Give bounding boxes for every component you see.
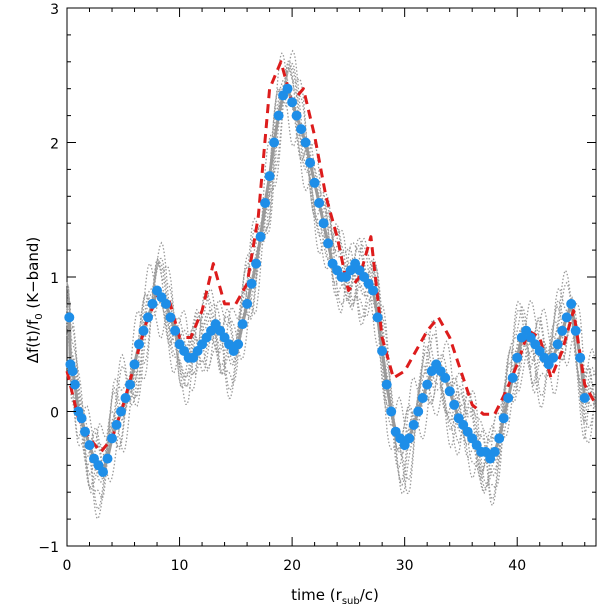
ensemble-line-0: [66, 88, 596, 480]
observation-point: [287, 97, 298, 108]
observation-point: [422, 379, 433, 390]
plot-frame: [66, 7, 597, 547]
observation-point: [237, 319, 248, 330]
observation-point: [372, 312, 383, 323]
x-tick-label: 30: [396, 558, 414, 574]
x-axis-title: time (rsub/c): [291, 586, 379, 607]
observation-point: [80, 426, 90, 437]
observation-point: [69, 379, 80, 390]
model-series: [65, 60, 598, 454]
ensemble-line-9: [66, 62, 596, 491]
observation-point: [134, 339, 144, 350]
observation-point: [161, 298, 171, 309]
observation-point: [503, 393, 514, 403]
observation-point: [116, 406, 126, 417]
observation-point: [233, 339, 244, 350]
observation-point: [120, 393, 131, 403]
observation-point: [570, 325, 581, 336]
observation-point: [129, 359, 140, 370]
observation-point: [273, 110, 284, 121]
observation-point: [548, 352, 559, 363]
x-tick-label: 20: [283, 558, 301, 574]
y-tick-label: −1: [38, 540, 59, 556]
observation-point: [323, 238, 334, 249]
observation-point: [314, 198, 325, 208]
observation-point: [282, 83, 293, 94]
observation-point: [260, 198, 271, 208]
ensemble-line-4: [66, 88, 596, 483]
observation-point: [125, 379, 135, 390]
ensemble-line-6: [66, 86, 596, 474]
observation-point: [449, 399, 460, 410]
x-tick-label: 0: [63, 558, 72, 574]
observation-point: [552, 339, 563, 350]
observation-point: [404, 433, 415, 444]
observation-point: [255, 231, 266, 242]
ensemble-line-2: [66, 62, 596, 511]
observation-point: [300, 137, 311, 148]
x-tick-label: 40: [508, 558, 526, 574]
observation-point: [377, 346, 388, 356]
observation-point: [269, 137, 280, 148]
observation-point: [84, 440, 95, 451]
ensemble-series: [66, 49, 596, 520]
observation-point: [498, 413, 509, 424]
observation-series: [64, 83, 590, 477]
ensemble-line-7: [66, 66, 596, 520]
observation-point: [368, 285, 379, 296]
observation-point: [309, 177, 320, 188]
observation-point: [98, 467, 108, 477]
observation-point: [575, 352, 586, 363]
y-tick-label: 3: [50, 2, 59, 18]
observation-point: [147, 298, 158, 309]
y-tick-label: 1: [50, 271, 59, 287]
observation-point: [444, 386, 455, 397]
observation-point: [67, 366, 78, 377]
observation-point: [107, 433, 117, 444]
observation-point: [165, 312, 176, 323]
y-tick-label: 2: [50, 137, 59, 153]
x-tick-label: 10: [171, 558, 189, 574]
observation-point: [489, 446, 500, 457]
observation-point: [557, 325, 568, 336]
y-tick-label: 0: [50, 406, 59, 422]
observation-point: [111, 419, 122, 430]
observation-point: [251, 258, 262, 269]
observation-point: [417, 393, 428, 403]
observation-point: [440, 372, 451, 383]
ensemble-line-8: [66, 49, 596, 500]
observation-point: [291, 110, 302, 121]
observation-point: [381, 379, 392, 390]
observation-point: [318, 218, 329, 229]
observation-point: [296, 124, 307, 135]
observation-point: [138, 325, 149, 336]
observation-point: [170, 325, 181, 336]
observation-point: [494, 433, 505, 444]
observation-point: [76, 413, 87, 424]
observation-point: [143, 312, 153, 323]
observation-point: [386, 406, 397, 417]
observation-point: [264, 171, 275, 182]
model-dashed-line: [65, 60, 598, 454]
observation-point: [242, 298, 253, 309]
observation-point: [64, 312, 75, 323]
observation-point: [579, 393, 590, 403]
ensemble-mean-line: [67, 85, 587, 476]
observation-point: [512, 352, 523, 363]
observation-point: [102, 453, 113, 464]
observation-point: [408, 419, 419, 430]
observation-point: [413, 406, 424, 417]
observation-point: [305, 157, 316, 168]
observation-point: [507, 372, 518, 383]
ensemble-line-3: [66, 52, 596, 494]
y-axis-title: Δf(t)/f0 (K−band): [24, 237, 45, 363]
observation-point: [246, 278, 257, 289]
observation-point: [566, 298, 577, 309]
observation-point: [561, 312, 572, 323]
